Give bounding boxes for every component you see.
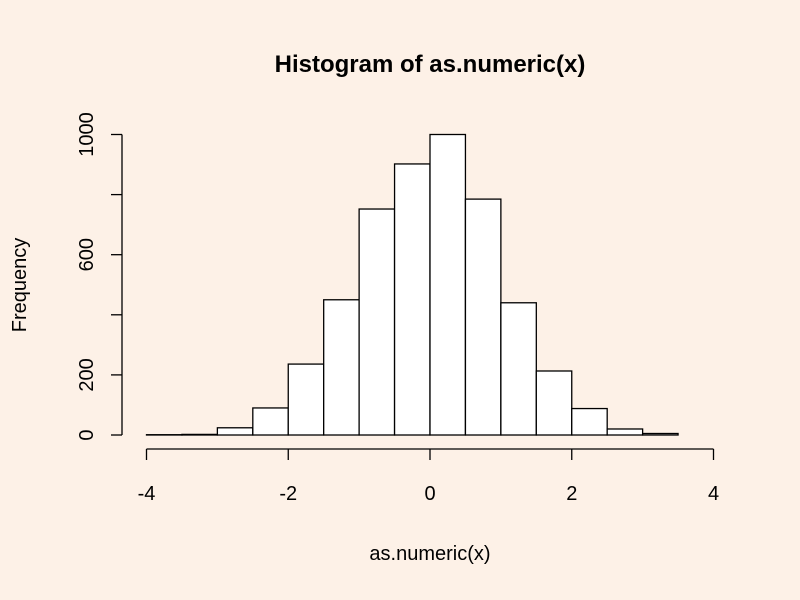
y-tick-label: 0 — [76, 429, 98, 440]
histogram-bar — [571, 407, 608, 436]
histogram-bar — [393, 163, 431, 436]
histogram-bar — [323, 299, 360, 436]
y-axis: 0 200 600 1000 — [76, 112, 123, 441]
histogram-bar — [252, 407, 289, 436]
x-tick-label: 4 — [708, 483, 719, 505]
histogram-bar — [429, 133, 467, 436]
y-tick-label: 600 — [76, 238, 98, 271]
y-tick-label: 200 — [76, 358, 98, 391]
chart-title: Histogram of as.numeric(x) — [275, 51, 586, 78]
histogram-bar — [358, 208, 396, 436]
x-axis-label: as.numeric(x) — [369, 543, 490, 565]
y-axis-label: Frequency — [9, 238, 31, 333]
x-tick-label: -2 — [279, 483, 297, 505]
histogram-bar — [216, 427, 254, 436]
histogram-bar — [500, 302, 537, 436]
histogram-bar — [181, 433, 219, 436]
histogram-bar — [606, 428, 644, 436]
histogram-bar — [464, 198, 502, 436]
x-axis: -4 -2 0 2 4 — [138, 448, 719, 505]
histogram-bar — [641, 432, 679, 436]
x-tick-label: 0 — [424, 483, 435, 505]
histogram-bar — [535, 370, 573, 436]
x-tick-label: -4 — [138, 483, 156, 505]
bars-group — [145, 133, 679, 436]
y-tick-label: 1000 — [76, 112, 98, 157]
x-tick-label: 2 — [566, 483, 577, 505]
histogram-bar — [287, 363, 325, 436]
